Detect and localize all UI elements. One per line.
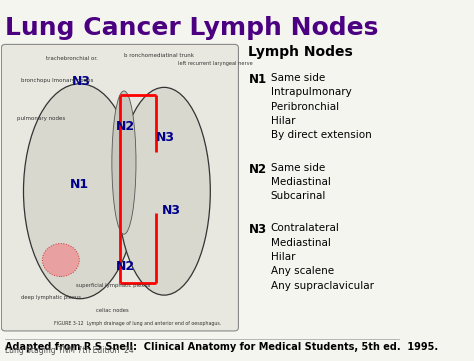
Text: Same side: Same side [271, 162, 325, 173]
Text: Intrapulmonary: Intrapulmonary [271, 87, 351, 97]
Text: By direct extension: By direct extension [271, 130, 371, 140]
Text: N3: N3 [162, 204, 181, 217]
Text: N2: N2 [116, 120, 135, 133]
Text: Hilar: Hilar [271, 116, 295, 126]
Text: Mediastinal: Mediastinal [271, 177, 330, 187]
Ellipse shape [118, 87, 210, 295]
Text: N2: N2 [248, 162, 266, 175]
Text: N3: N3 [156, 131, 175, 144]
Text: Any supraclavicular: Any supraclavicular [271, 281, 374, 291]
Text: Hilar: Hilar [271, 252, 295, 262]
Text: Same side: Same side [271, 73, 325, 83]
Circle shape [42, 244, 79, 277]
Text: Subcarinal: Subcarinal [271, 191, 326, 201]
Text: Mediastinal: Mediastinal [271, 238, 330, 248]
Ellipse shape [24, 84, 136, 299]
Text: Peribronchial: Peribronchial [271, 102, 339, 112]
Text: b ronchomediatinal trunk: b ronchomediatinal trunk [124, 53, 194, 58]
Text: FIGURE 3-12  Lymph drainage of lung and anterior end of oesophagus.: FIGURE 3-12 Lymph drainage of lung and a… [54, 321, 221, 326]
FancyBboxPatch shape [1, 44, 238, 331]
Text: N1: N1 [248, 73, 266, 86]
Text: N1: N1 [70, 178, 89, 191]
Text: Lymph Nodes: Lymph Nodes [248, 45, 353, 59]
Text: deep lymphatic plexus: deep lymphatic plexus [21, 296, 81, 300]
Text: Adapted from R S Snell:  Clinical Anatomy for Medical Students, 5th ed.  1995.: Adapted from R S Snell: Clinical Anatomy… [5, 342, 438, 352]
Text: Lung Cancer Lymph Nodes: Lung Cancer Lymph Nodes [5, 16, 379, 40]
Text: Any scalene: Any scalene [271, 266, 334, 277]
Text: N3: N3 [72, 75, 91, 88]
Text: trachebronchial or.: trachebronchial or. [46, 56, 98, 61]
Text: celiac nodes: celiac nodes [96, 308, 128, 313]
Text: Lung Staging TNM 7th Edition  24: Lung Staging TNM 7th Edition 24 [5, 346, 134, 355]
Text: bronchopu lmonary nodes: bronchopu lmonary nodes [21, 78, 94, 83]
Text: left recurrent laryngeal nerve: left recurrent laryngeal nerve [178, 61, 253, 65]
Text: Contralateral: Contralateral [271, 223, 339, 234]
Text: superficial lymphatic plexus: superficial lymphatic plexus [76, 283, 150, 288]
Text: N2: N2 [116, 260, 135, 273]
Ellipse shape [112, 91, 136, 234]
Text: N3: N3 [248, 223, 266, 236]
Text: pulmonary nodes: pulmonary nodes [18, 116, 66, 121]
